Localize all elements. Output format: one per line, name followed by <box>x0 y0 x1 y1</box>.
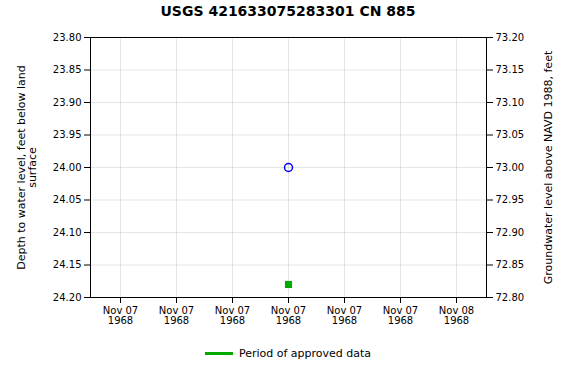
svg-text:Nov 071968: Nov 071968 <box>215 305 250 326</box>
svg-text:24.20: 24.20 <box>53 292 82 303</box>
html-text:Period of approved data: Period of approved data <box>238 346 372 360</box>
svg-text:23.95: 23.95 <box>53 129 82 140</box>
svg-text:73.15: 73.15 <box>496 64 525 75</box>
svg-text:72.80: 72.80 <box>496 292 525 303</box>
html-text:USGS 421633075283301 CN 885: USGS 421633075283301 CN 885 <box>160 3 416 19</box>
svg-text:24.00: 24.00 <box>53 162 82 173</box>
svg-text:Nov 071968: Nov 071968 <box>271 305 306 326</box>
svg-text:23.85: 23.85 <box>53 64 82 75</box>
svg-text:Nov 081968: Nov 081968 <box>439 305 474 326</box>
svg-text:24.05: 24.05 <box>53 194 82 205</box>
svg-text:Depth to water level, feet bel: Depth to water level, feet below landsur… <box>15 65 39 270</box>
svg-text:73.10: 73.10 <box>496 97 525 108</box>
svg-text:Nov 071968: Nov 071968 <box>383 305 418 326</box>
svg-text:Nov 071968: Nov 071968 <box>159 305 194 326</box>
svg-text:73.00: 73.00 <box>496 162 525 173</box>
svg-text:72.90: 72.90 <box>496 227 525 238</box>
svg-text:73.05: 73.05 <box>496 129 525 140</box>
svg-text:73.20: 73.20 <box>496 32 525 43</box>
svg-text:72.95: 72.95 <box>496 194 525 205</box>
svg-text:23.80: 23.80 <box>53 32 82 43</box>
svg-text:Nov 071968: Nov 071968 <box>327 305 362 326</box>
svg-text:24.10: 24.10 <box>53 227 82 238</box>
svg-text:Nov 071968: Nov 071968 <box>103 305 138 326</box>
svg-text:72.85: 72.85 <box>496 259 525 270</box>
svg-text:23.90: 23.90 <box>53 97 82 108</box>
svg-text:24.15: 24.15 <box>53 259 82 270</box>
svg-text:Groundwater level above NAVD 1: Groundwater level above NAVD 1988, feet <box>542 50 555 284</box>
